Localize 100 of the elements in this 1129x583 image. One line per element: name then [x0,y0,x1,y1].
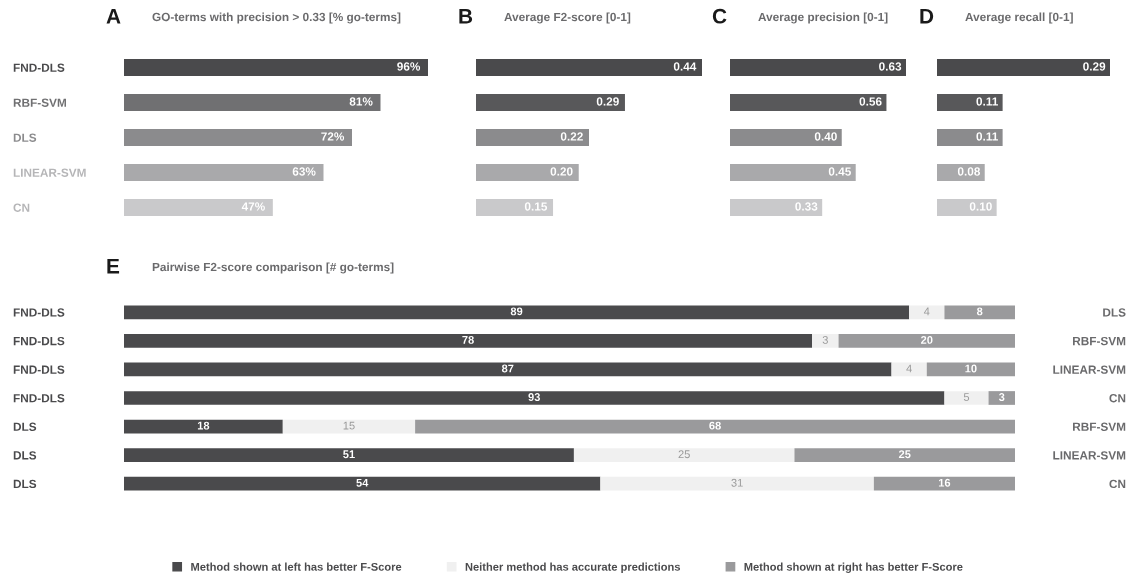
bar [124,419,283,434]
data-label: 3 [822,335,828,344]
data-label: 8 [976,307,983,316]
y-tick-label: LINEAR-SVM [13,168,86,177]
bar [124,448,574,462]
data-label: 96% [397,62,421,71]
data-label: 20 [920,335,933,344]
y2-tick-label: LINEAR-SVM [1053,365,1126,374]
bar [812,334,839,348]
data-label: 15 [343,421,355,430]
data-label: 0.56 [859,97,882,106]
data-label: 68 [709,421,721,430]
bar [937,59,1110,76]
y-tick-label: DLS [13,133,37,142]
data-label: 0.11 [976,132,998,141]
data-label: 10 [965,364,977,373]
data-label: 0.29 [1083,62,1106,71]
bar [282,419,416,434]
data-label: 78 [462,335,474,344]
bar [937,164,985,181]
y2-tick-label: RBF-SVM [1073,336,1126,346]
data-label: 0.63 [879,62,902,71]
data-label: 0.45 [828,167,851,176]
bar [124,94,381,111]
bar [838,334,1015,348]
bar [988,391,1015,405]
bar [476,94,625,111]
y-tick-label: FND-DLS [13,365,65,374]
data-label: 87 [501,364,514,373]
y-tick-label: FND-DLS [13,308,65,317]
chart-subtitle: Average recall [0-1] [965,12,1073,24]
data-label: 16 [938,478,951,487]
data-label: 72% [321,132,345,141]
chart-title: A [106,9,121,24]
data-label: 0.40 [814,132,837,141]
bar [944,391,989,405]
bar [124,362,892,377]
data-label: 51 [343,450,355,459]
bar [730,164,856,181]
data-label: 0.44 [673,62,697,71]
data-label: 4 [923,307,930,316]
bar [794,448,1015,462]
data-label: 25 [898,450,911,459]
y-tick-label: CN [13,203,30,212]
chart-title: E [107,259,120,274]
bar [600,476,874,491]
bar [937,199,997,216]
bar [476,199,554,216]
data-label: 89 [510,307,523,316]
data-label: 0.08 [957,167,981,176]
bar [124,391,945,405]
data-label: 18 [197,421,210,430]
bar [909,305,945,320]
bar [476,59,702,76]
bar [124,164,324,181]
chart-title: C [712,8,727,24]
bar [476,164,579,181]
y2-tick-label: DLS [1103,308,1126,317]
bar [730,59,906,76]
data-label: 0.20 [550,167,573,176]
bar [926,362,1015,377]
bar [124,129,352,146]
y-tick-label: FND-DLS [13,336,65,346]
data-label: 0.29 [596,97,619,106]
bar [891,362,927,377]
data-label: 0.11 [976,97,998,106]
legend-label: Method shown at left has better F-Score [191,562,402,571]
data-label: 54 [356,478,369,487]
bar [124,305,910,320]
bar [944,305,1015,320]
y-tick-label: FND-DLS [13,63,65,72]
y-tick-label: DLS [13,422,37,431]
legend-label: Method shown at right has better F-Score [744,562,963,573]
bar [415,419,1015,434]
y2-tick-label: LINEAR-SVM [1053,451,1126,460]
data-label: 31 [731,478,743,487]
data-label: 5 [963,393,970,401]
bar [730,129,842,146]
bar [124,199,273,216]
data-label: 25 [678,450,690,459]
chart-title: B [459,9,473,24]
bar [124,334,813,348]
data-label: 3 [998,393,1005,401]
bar [573,448,795,462]
data-label: 0.22 [560,132,583,141]
bar [124,59,428,76]
y2-tick-label: CN [1109,394,1126,403]
bar [873,476,1015,491]
bar [730,94,887,111]
bar [937,129,1003,146]
y-tick-label: RBF-SVM [13,98,66,107]
bar [124,476,601,491]
data-label: 4 [906,364,912,373]
y2-tick-label: CN [1109,479,1126,489]
chart-title: D [920,9,934,24]
chart-subtitle: Average precision [0-1] [758,12,888,24]
bar [937,94,1003,111]
chart-subtitle: Pairwise F2-score comparison [# go-terms] [152,262,394,274]
y2-tick-label: RBF-SVM [1073,422,1126,431]
bar [476,129,589,146]
